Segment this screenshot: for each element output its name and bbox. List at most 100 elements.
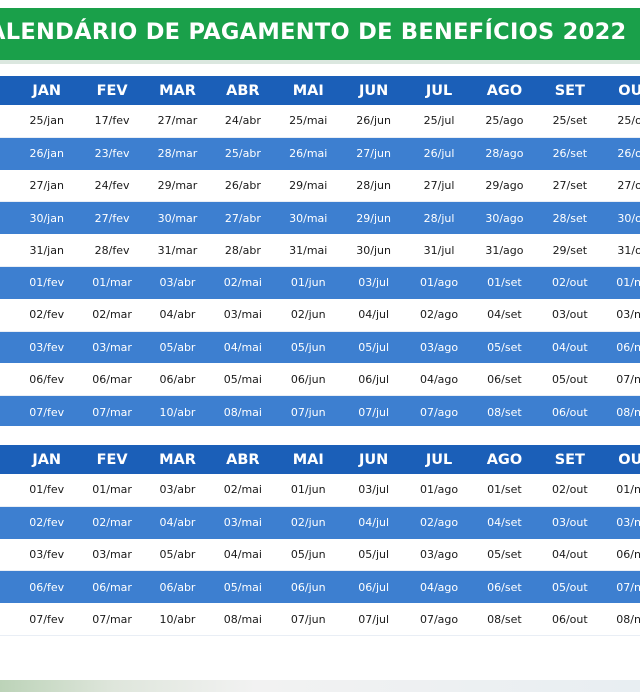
payment-date-cell: 06/nov xyxy=(602,331,640,364)
payment-date-cell: 05/abr xyxy=(144,538,211,572)
payment-date-cell: 02/fev xyxy=(14,298,80,332)
payment-date-cell: 29/set xyxy=(537,234,603,267)
payment-date-cell: 29/ago xyxy=(471,169,538,203)
column-header-month: MAI xyxy=(275,445,341,474)
payment-date-cell: 07/jul xyxy=(340,603,407,636)
column-header-month: FEV xyxy=(79,445,145,474)
table-row: 31/jan 28/fev 31/mar 28/abr 31/mai 30/jun 31/j… xyxy=(0,234,640,267)
table-row: 27/jan 24/fev 29/mar 26/abr 29/mai 28/jun 27/j… xyxy=(0,169,640,203)
payment-date-cell: 07/ago xyxy=(406,603,472,636)
payment-date-cell: 03/abr xyxy=(144,266,211,299)
table-row: 01/fev 01/mar 03/abr 02/mai 01/jun 03/jul 01/a… xyxy=(0,474,640,507)
payment-date-cell: 27/mar xyxy=(144,105,211,138)
payment-date-cell: 06/set xyxy=(471,570,538,604)
payment-date-cell: 01/fev xyxy=(14,266,80,299)
payment-date-cell: 30/ago xyxy=(471,201,538,235)
table-row: 02/fev 02/mar 04/abr 03/mai 02/jun 04/jul 02/a… xyxy=(0,506,640,539)
table-row: 30/jan 27/fev 30/mar 27/abr 30/mai 29/jun 28/j… xyxy=(0,201,640,235)
payment-date-cell: 17/fev xyxy=(79,105,145,138)
payment-date-cell: 03/nov xyxy=(602,298,640,332)
row-index-cell xyxy=(0,331,14,364)
payment-date-cell: 01/mar xyxy=(79,266,145,299)
payment-date-cell: 06/mar xyxy=(79,363,145,397)
payment-date-cell: 01/jun xyxy=(275,474,341,507)
payment-date-cell: 07/mar xyxy=(79,603,145,636)
payment-date-cell: 08/set xyxy=(471,395,538,428)
row-index-cell xyxy=(0,395,14,428)
payment-date-cell: 03/mar xyxy=(79,538,145,572)
column-header-month: ABR xyxy=(210,76,276,105)
column-header-month: JUN xyxy=(340,76,407,105)
payment-date-cell: 02/jun xyxy=(275,506,341,539)
payment-date-cell: 31/jan xyxy=(14,234,80,267)
payment-date-cell: 05/jun xyxy=(275,538,341,572)
payment-date-cell: 01/ago xyxy=(406,266,472,299)
payment-date-cell: 31/out xyxy=(602,234,640,267)
row-index-cell xyxy=(0,570,14,604)
column-header-month: JUN xyxy=(340,445,407,474)
payment-date-cell: 01/nov xyxy=(602,474,640,507)
payment-date-cell: 02/mai xyxy=(210,474,276,507)
payment-date-cell: 27/abr xyxy=(210,201,276,235)
payment-date-cell: 02/out xyxy=(537,474,603,507)
payment-date-cell: 03/jul xyxy=(340,266,407,299)
payment-date-cell: 31/jul xyxy=(406,234,472,267)
payment-date-cell: 05/out xyxy=(537,570,603,604)
payment-date-cell: 06/abr xyxy=(144,570,211,604)
payment-date-cell: 03/ago xyxy=(406,538,472,572)
column-header-month: OUT xyxy=(602,445,640,474)
payment-date-cell: 01/set xyxy=(471,474,538,507)
payment-date-cell: 03/fev xyxy=(14,538,80,572)
column-header-month: AGO xyxy=(471,445,538,474)
payment-date-cell: 02/mai xyxy=(210,266,276,299)
payment-date-cell: 07/ago xyxy=(406,395,472,428)
payment-date-cell: 06/mar xyxy=(79,570,145,604)
payment-date-cell: 03/out xyxy=(537,298,603,332)
payment-date-cell: 25/ago xyxy=(471,105,538,138)
payment-date-cell: 28/jun xyxy=(340,169,407,203)
payment-date-cell: 03/mai xyxy=(210,298,276,332)
payment-date-cell: 27/jul xyxy=(406,169,472,203)
payment-date-cell: 08/nov xyxy=(602,395,640,428)
row-index-cell xyxy=(0,234,14,267)
payment-date-cell: 01/set xyxy=(471,266,538,299)
payment-date-cell: 26/set xyxy=(537,137,603,170)
payment-date-cell: 05/set xyxy=(471,538,538,572)
payment-date-cell: 04/set xyxy=(471,298,538,332)
payment-date-cell: 26/out xyxy=(602,137,640,170)
table-header-row: 2JANFEVMARABRMAIJUNJULAGOSETOUT xyxy=(0,76,640,105)
table-row: 03/fev 03/mar 05/abr 04/mai 05/jun 05/jul 03/a… xyxy=(0,538,640,572)
payment-date-cell: 08/mai xyxy=(210,395,276,428)
payment-date-cell: 04/mai xyxy=(210,538,276,572)
payment-date-cell: 06/jul xyxy=(340,363,407,397)
column-header-month: SET xyxy=(537,445,603,474)
payment-date-cell: 04/out xyxy=(537,331,603,364)
payment-date-cell: 30/out xyxy=(602,201,640,235)
payment-date-cell: 03/nov xyxy=(602,506,640,539)
payment-date-cell: 30/mar xyxy=(144,201,211,235)
payment-date-cell: 01/jun xyxy=(275,266,341,299)
row-index-cell xyxy=(0,266,14,299)
payment-date-cell: 03/jul xyxy=(340,474,407,507)
payment-date-cell: 10/abr xyxy=(144,395,211,428)
payment-date-cell: 06/nov xyxy=(602,538,640,572)
payment-date-cell: 26/jun xyxy=(340,105,407,138)
payment-date-cell: 26/mai xyxy=(275,137,341,170)
row-index-cell xyxy=(0,201,14,235)
payment-date-cell: 07/jun xyxy=(275,395,341,428)
payment-date-cell: 04/set xyxy=(471,506,538,539)
payment-date-cell: 28/abr xyxy=(210,234,276,267)
payment-date-cell: 04/jul xyxy=(340,298,407,332)
payment-date-cell: 26/abr xyxy=(210,169,276,203)
payment-date-cell: 26/jan xyxy=(14,137,80,170)
payment-date-cell: 05/out xyxy=(537,363,603,397)
payment-date-cell: 07/nov xyxy=(602,363,640,397)
column-header-month: FEV xyxy=(79,76,145,105)
payment-date-cell: 29/jun xyxy=(340,201,407,235)
payment-date-cell: 02/mar xyxy=(79,298,145,332)
payment-date-cell: 02/out xyxy=(537,266,603,299)
payment-date-cell: 05/jul xyxy=(340,538,407,572)
column-header-index: 2 xyxy=(0,76,14,105)
payment-date-cell: 03/out xyxy=(537,506,603,539)
payment-calendar-table-1: 2JANFEVMARABRMAIJUNJULAGOSETOUT 25/jan17… xyxy=(0,76,640,428)
